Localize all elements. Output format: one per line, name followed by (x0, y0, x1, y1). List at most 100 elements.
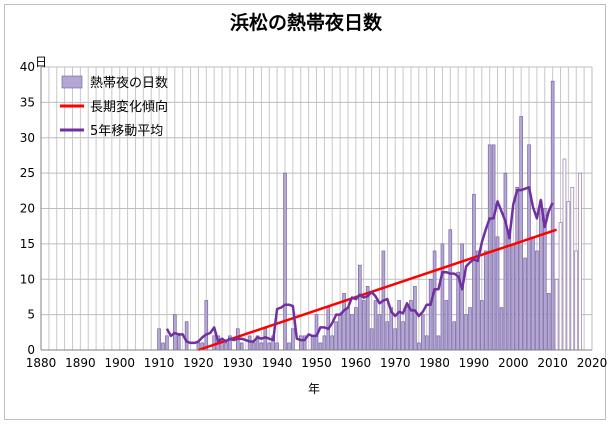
bar (165, 335, 169, 351)
x-tick-label: 1980 (419, 356, 450, 370)
bar (275, 342, 279, 351)
trend-line (198, 228, 557, 352)
bar (184, 321, 189, 351)
bar (405, 307, 409, 351)
bar (558, 222, 563, 351)
bar (220, 342, 224, 351)
x-tick-label: 1960 (341, 356, 372, 370)
x-tick-label: 2000 (498, 356, 529, 370)
legend-entry-label: 熱帯夜の日数 (90, 76, 168, 91)
bar (417, 342, 421, 351)
x-tick-label: 1920 (183, 356, 214, 370)
bar (550, 80, 555, 351)
line-series (165, 186, 557, 352)
moving-average-line (165, 186, 554, 345)
bar (562, 158, 567, 351)
bar (554, 278, 559, 351)
bar (401, 321, 405, 351)
x-tick-label: 1880 (26, 356, 57, 370)
bar (468, 307, 472, 351)
legend-swatch-bars (61, 75, 83, 89)
bar (546, 293, 551, 351)
bar (436, 335, 441, 351)
bar (428, 278, 433, 351)
bar (377, 314, 382, 351)
bar (204, 300, 209, 351)
bar (224, 342, 228, 351)
y-tick-label: 10 (20, 272, 35, 286)
bar (503, 172, 508, 351)
axes (40, 66, 593, 351)
bar (346, 307, 350, 351)
bar (432, 250, 437, 351)
bar (176, 335, 181, 351)
bar (161, 342, 165, 351)
legend-entry-label: 5年移動平均 (90, 124, 163, 139)
bar (358, 264, 362, 351)
bar (519, 116, 523, 351)
x-tick-label: 1940 (262, 356, 293, 370)
bar (523, 257, 527, 351)
x-tick-label: 1990 (459, 356, 490, 370)
x-tick-label: 1950 (301, 356, 332, 370)
bar (535, 250, 539, 351)
bar (369, 328, 374, 351)
bar (239, 342, 244, 351)
bar (574, 250, 579, 351)
bar (570, 186, 575, 351)
bar (291, 328, 295, 351)
bar (480, 300, 484, 351)
bar (393, 328, 397, 351)
bar (318, 342, 323, 351)
tick-labels: 0 5 10 15 20 25 30 35 40 1880 1890 1900 1910 1920 1930… (20, 60, 608, 370)
bar (413, 286, 417, 351)
bar (420, 314, 425, 351)
bar (487, 144, 492, 351)
x-tick-label: 1970 (380, 356, 411, 370)
bar (578, 172, 582, 351)
y-tick-label: 20 (20, 202, 35, 216)
bar (483, 250, 488, 351)
bar (350, 314, 354, 351)
bar (424, 335, 429, 351)
bar (499, 307, 504, 351)
y-tick-label: 30 (20, 131, 35, 145)
bar (322, 335, 327, 351)
bar (373, 300, 378, 351)
y-axis-unit-label: 日 (35, 55, 47, 69)
bar (539, 201, 543, 351)
chart-title: 浜松の熱帯夜日数 (229, 12, 382, 34)
legend-entry-label: 長期変化傾向 (90, 99, 168, 115)
bar-series (157, 80, 582, 351)
bar (251, 342, 256, 351)
x-tick-label: 1930 (223, 356, 254, 370)
y-tick-label: 15 (20, 237, 35, 251)
x-tick-label: 1900 (104, 356, 135, 370)
bar (298, 335, 303, 351)
bar (397, 300, 401, 351)
bar (247, 335, 252, 351)
bar (452, 321, 457, 351)
bar (448, 229, 453, 351)
bar (354, 307, 358, 351)
bar (310, 335, 315, 351)
bar (507, 229, 512, 351)
x-tick-label: 1890 (65, 356, 96, 370)
bar (444, 300, 449, 351)
bar (330, 335, 335, 351)
bar (385, 321, 390, 351)
bar (515, 186, 519, 351)
bar (476, 250, 480, 351)
bar (267, 342, 272, 351)
bar (283, 172, 287, 351)
bar (338, 314, 342, 351)
y-tick-label: 40 (20, 60, 35, 74)
bar (542, 208, 547, 351)
bar (531, 236, 535, 351)
bar (259, 342, 264, 351)
x-tick-label: 2010 (537, 356, 568, 370)
x-axis-label: 年 (308, 382, 320, 396)
bar (440, 243, 445, 351)
